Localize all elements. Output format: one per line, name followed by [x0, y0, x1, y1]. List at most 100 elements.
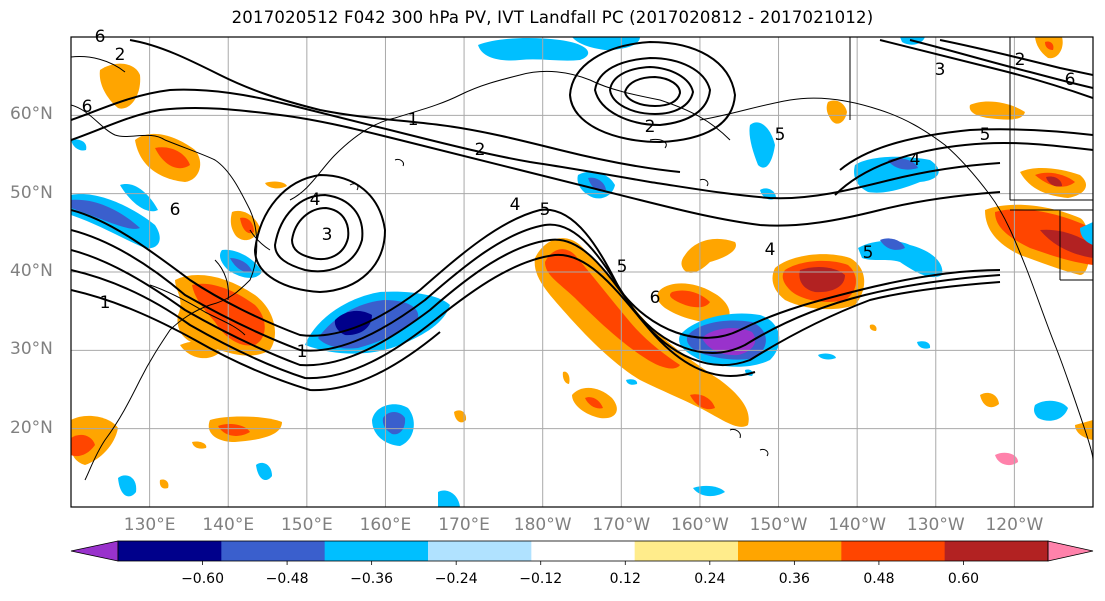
pv-contour [71, 253, 756, 380]
pc-positive-patch [869, 324, 877, 331]
longitude-label: 140°W [828, 515, 887, 535]
pv-contour [71, 106, 1001, 227]
pc-positive-patch [218, 424, 250, 436]
latitude-label: 40°N [10, 261, 53, 281]
pv-contour [273, 193, 364, 273]
latitude-label: 30°N [10, 339, 53, 360]
colorbar-frame [117, 540, 1049, 562]
pv-contour-label: 4 [310, 190, 321, 210]
pv-contour [71, 289, 441, 392]
colorbar-segment [738, 541, 842, 561]
pv-contour-label: 2 [475, 140, 486, 160]
graticule [71, 37, 1093, 507]
pc-negative-patch [71, 139, 87, 151]
pv-contour [879, 39, 1093, 99]
pc-negative-patch [888, 158, 918, 170]
pc-negative-patch [256, 462, 272, 481]
pc-positive-patch [99, 63, 141, 109]
pv-contour-label: 4 [910, 150, 921, 170]
longitude-label: 150°W [749, 515, 808, 535]
pv-contour-label: 6 [650, 288, 661, 308]
pc-positive-patch [545, 249, 680, 369]
pv-contour [71, 208, 1001, 339]
longitude-label: 180°W [513, 515, 572, 535]
pc-positive-patch [71, 434, 95, 457]
pc-positive-patch [681, 238, 736, 273]
pv-contour [834, 141, 1093, 196]
colorbar-tick-label: 0.60 [947, 571, 980, 587]
pc-negative-patch [118, 475, 137, 497]
colorbar-segment [428, 541, 532, 561]
pc-negative-patch [588, 177, 606, 192]
kamchatka-coastline [289, 70, 731, 201]
colorbar-tick-label: 0.24 [694, 571, 726, 587]
colorbar-tick-label: −0.24 [434, 571, 478, 587]
pc-positive-patch [155, 147, 190, 169]
pc-positive-patch [265, 181, 287, 189]
pv-contour-label: 5 [617, 257, 628, 277]
colorbar-extend-max [1047, 540, 1094, 562]
pc-negative-patch [1080, 222, 1093, 245]
pv-contours [71, 39, 1093, 392]
pc-positive-patch [995, 209, 1093, 265]
colorbar-tick-label: 0.48 [863, 571, 895, 587]
pv-contour-label: 2 [115, 45, 126, 65]
longitude-label: 130°W [906, 515, 965, 535]
colorbar-tick-label: 0.36 [778, 571, 810, 587]
pc-negative-patch [71, 199, 140, 229]
colorbar-segment [634, 541, 739, 561]
pc-positive-patch [799, 267, 845, 293]
longitude-label: 120°W [985, 515, 1044, 535]
colorbar-tick-label: −0.12 [519, 571, 563, 587]
figure-title: 2017020512 F042 300 hPa PV, IVT Landfall… [231, 8, 874, 27]
colorbar-extend-min [70, 540, 119, 562]
pc-negative-patch [478, 37, 589, 61]
pv-contour-label: 5 [775, 125, 786, 145]
asia-coastline [71, 56, 258, 481]
pc-negative-patch [880, 238, 905, 250]
latitude-label: 60°N [10, 104, 53, 125]
pv-contour [71, 223, 1001, 354]
pc-positive-patch [1045, 41, 1054, 50]
pc-positive-patch [1046, 176, 1062, 187]
pc-negative-patch [917, 341, 931, 349]
pc-positive-patch [995, 452, 1018, 466]
pc-positive-patch [192, 441, 207, 449]
pv-contour-label: 3 [935, 60, 946, 80]
pc-negative-patch [438, 490, 460, 507]
pc-negative-patch [818, 353, 836, 360]
pv-contour-label: 3 [322, 225, 333, 245]
colorbar-tick-label: −0.48 [265, 571, 309, 587]
latitude-label: 50°N [10, 182, 53, 203]
longitude-label: 130°E [123, 515, 176, 535]
colorbar-segment [118, 541, 222, 561]
japan-coastline [149, 229, 271, 336]
pc-negative-patch [749, 122, 775, 168]
pc-negative-patch [334, 310, 372, 336]
pc-positive-patch [1040, 229, 1093, 258]
pc-negative-patch [230, 258, 252, 273]
pc-positive-patch [240, 217, 254, 234]
pv-contour [71, 88, 1001, 200]
pv-contour-label: 5 [980, 125, 991, 145]
pv-contour [839, 128, 1093, 171]
pc-positive-patch [562, 371, 570, 384]
pv-contour-label: 4 [510, 195, 521, 215]
longitude-label: 170°W [592, 515, 651, 535]
pv-contour-label: 2 [645, 117, 656, 137]
pv-contour [71, 238, 1001, 367]
pv-contour [253, 173, 387, 294]
alaska-coastline [699, 97, 1093, 461]
pv-contour-label: 1 [408, 110, 419, 130]
pv-contour [623, 75, 682, 108]
pv-contour-label: 5 [863, 243, 874, 263]
colorbar [70, 540, 1094, 565]
pv-contour [909, 39, 1093, 89]
pc-positive-patch [585, 397, 603, 409]
pv-contour-label: 2 [1015, 50, 1026, 70]
colorbar-segment [324, 541, 429, 561]
pc-negative-patch [702, 328, 756, 356]
pv-contour [593, 56, 712, 127]
